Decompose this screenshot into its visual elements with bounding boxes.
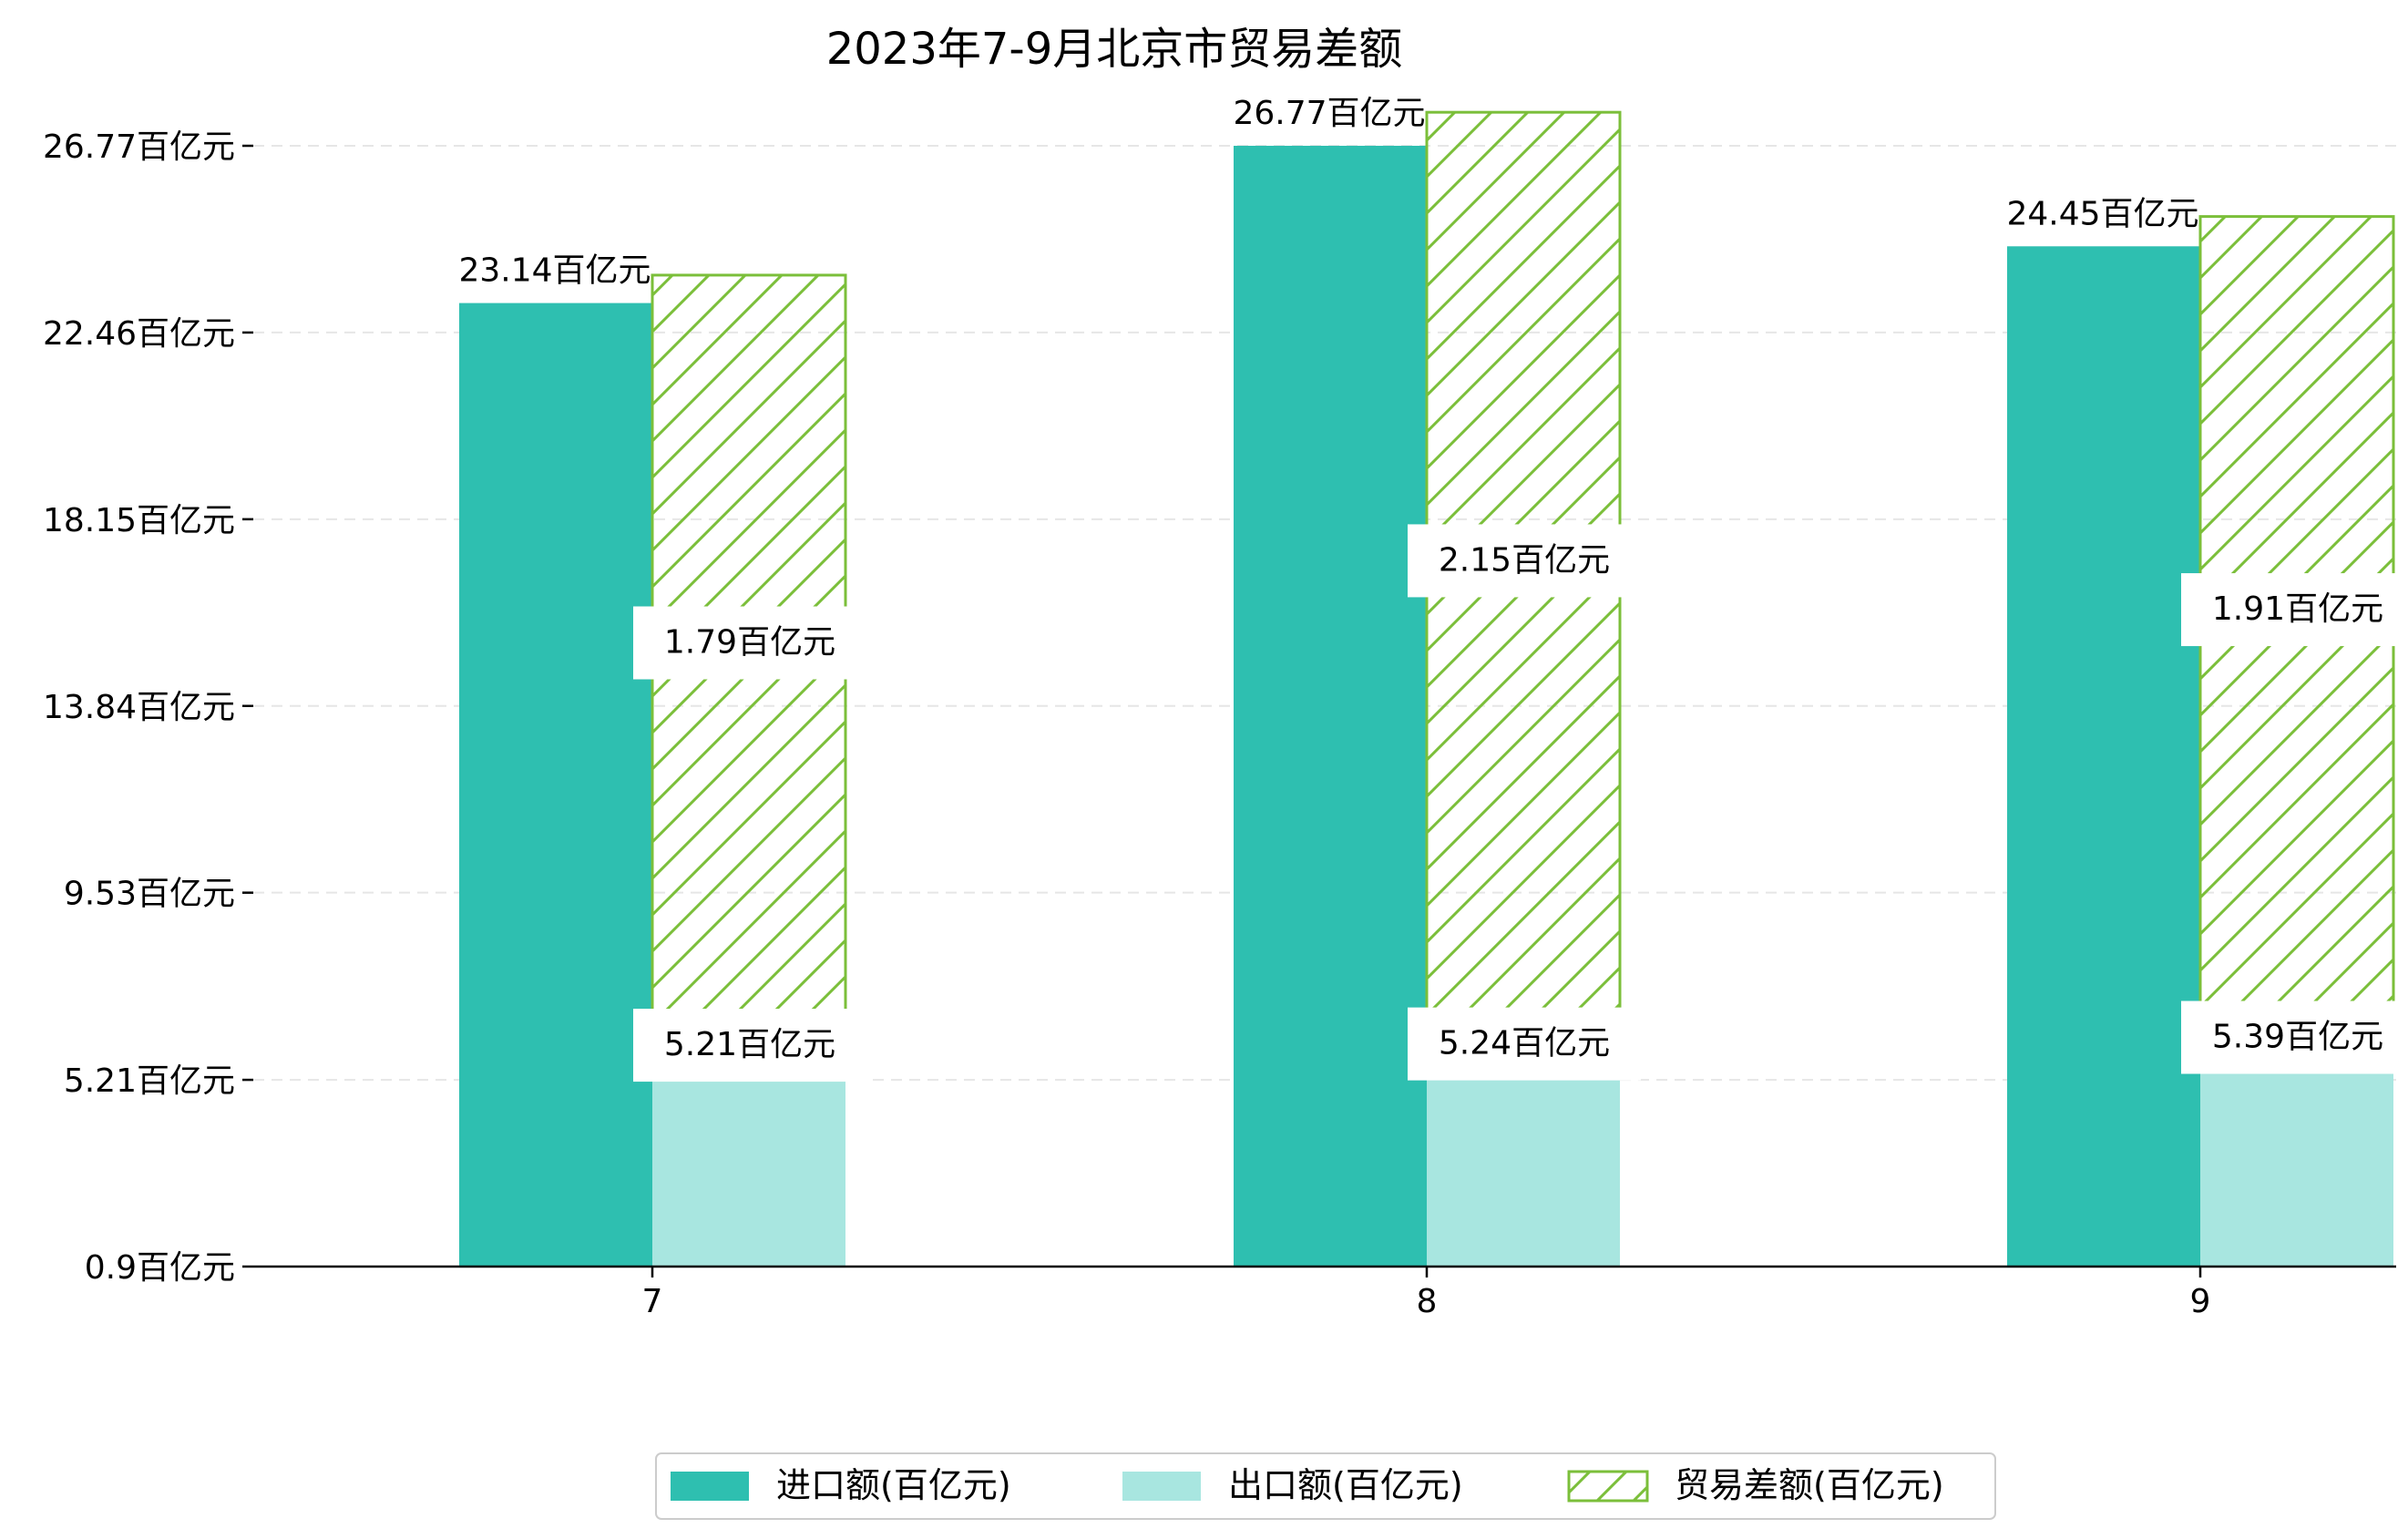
import-bar — [459, 303, 652, 1267]
import-value-label: 23.14百亿元 — [458, 252, 651, 290]
export-bar — [1427, 1078, 1620, 1267]
balance-label-box — [633, 606, 866, 680]
y-tick-label: 18.15百亿元 — [43, 502, 235, 539]
y-tick-label: 5.21百亿元 — [64, 1062, 235, 1100]
export-value-label: 5.21百亿元 — [664, 1026, 835, 1063]
bars — [459, 110, 2395, 1267]
y-tick-label: 22.46百亿元 — [43, 315, 235, 353]
legend-label-import: 进口额(百亿元) — [776, 1465, 1011, 1505]
legend-box — [655, 1452, 1996, 1520]
y-tick-label: 13.84百亿元 — [43, 689, 235, 726]
legend-label-balance: 贸易差额(百亿元) — [1675, 1465, 1944, 1505]
legend-swatch-balance — [1567, 1470, 1649, 1503]
export-bar — [652, 1080, 845, 1267]
legend-swatch-import — [671, 1472, 749, 1501]
import-value-label: 24.45百亿元 — [2006, 195, 2198, 232]
balance-value-label: 1.91百亿元 — [2212, 590, 2383, 628]
export-value-label: 5.39百亿元 — [2212, 1019, 2383, 1056]
data-labels: 23.14百亿元 5.21百亿元 1.79百亿元 26.77百亿元 5.24百亿元 2.1… — [458, 95, 2408, 1082]
x-tick-label: 7 — [642, 1283, 663, 1320]
import-bar — [1234, 146, 1427, 1267]
axes: 0.9百亿元 5.21百亿元 9.53百亿元 13.84百亿元 18.15百亿元 22.4… — [43, 128, 2396, 1320]
export-value-label: 5.24百亿元 — [1439, 1025, 1610, 1062]
y-tick-label: 0.9百亿元 — [85, 1249, 235, 1287]
balance-label-box — [1408, 524, 1641, 598]
balance-value-label: 2.15百亿元 — [1439, 541, 1610, 579]
x-tick-label: 8 — [1417, 1283, 1438, 1320]
y-tick-label: 26.77百亿元 — [43, 128, 235, 166]
y-tick-label: 9.53百亿元 — [64, 876, 235, 913]
import-bar — [2007, 246, 2200, 1267]
x-tick-label: 9 — [2190, 1283, 2211, 1320]
balance-label-box — [2181, 573, 2408, 647]
legend-swatch-export — [1122, 1472, 1201, 1501]
legend-label-export: 出口额(百亿元) — [1228, 1465, 1463, 1505]
chart-title: 2023年7-9月北京市贸易差额 — [826, 24, 1403, 75]
legend: 进口额(百亿元) 出口额(百亿元) 贸易差额(百亿元) — [655, 1452, 1996, 1520]
export-label-box — [2181, 1000, 2408, 1074]
import-value-label: 26.77百亿元 — [1233, 95, 1425, 132]
export-label-box — [1408, 1007, 1641, 1081]
export-label-box — [633, 1009, 866, 1082]
export-bar — [2200, 1072, 2393, 1267]
balance-value-label: 1.79百亿元 — [664, 624, 835, 662]
